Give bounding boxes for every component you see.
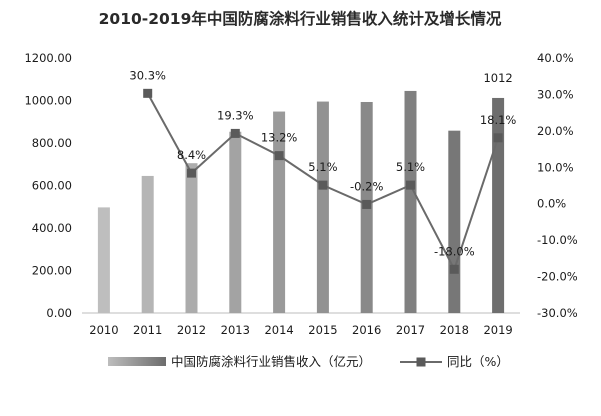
line-data-label: -18.0% [434,244,475,258]
legend-bar-swatch [108,357,166,366]
line-data-label: -0.2% [350,179,383,193]
line-marker [187,168,196,178]
x-tick-label: 2013 [221,323,250,337]
bar [316,101,329,313]
bar [97,207,110,313]
y-left-tick-label: 0.00 [46,306,72,320]
x-tick-label: 2010 [89,323,118,337]
line-data-label: 19.3% [217,108,254,122]
line-data-label: 30.3% [129,68,166,82]
y-right-tick-label: 0.0% [537,197,566,211]
line-marker [274,151,284,161]
y-right-tick-label: 10.0% [537,160,574,174]
y-right-tick-label: -20.0% [537,270,578,284]
line-data-label: 5.1% [396,160,425,174]
y-right-tick-label: -10.0% [537,233,578,247]
legend-line-label: 同比（%） [447,354,509,369]
legend-bar-label: 中国防腐涂料行业销售收入（亿元） [171,354,371,369]
bar [229,131,242,313]
line-marker [449,264,459,274]
line-data-label: 5.1% [308,160,337,174]
line-marker [406,180,415,190]
y-left-tick-label: 800.00 [32,136,72,150]
line-data-label: 8.4% [177,148,206,162]
bar [141,175,154,313]
x-tick-label: 2015 [308,323,337,337]
x-tick-label: 2018 [440,323,469,337]
line-marker [493,133,503,143]
bar [185,163,198,313]
bar [448,130,461,313]
y-right-tick-label: -30.0% [537,306,578,320]
line-data-label: 18.1% [480,113,517,127]
x-tick-label: 2019 [483,323,512,337]
y-left-tick-label: 1000.00 [24,94,72,108]
legend-line-marker [416,357,426,367]
x-tick-label: 2014 [264,323,293,337]
y-left-tick-label: 200.00 [32,264,72,278]
chart-title: 2010-2019年中国防腐涂料行业销售收入统计及增长情况 [99,9,502,28]
line-data-label: 13.2% [261,131,298,145]
line-marker [362,199,372,209]
bar [492,97,505,313]
line-marker [230,128,240,138]
bar [273,111,286,313]
x-tick-label: 2011 [133,323,162,337]
plot-area: 0.00 200.00 400.00 600.00 800.00 1000.00 1200.… [24,51,577,337]
x-tick-label: 2017 [396,323,425,337]
y-left-tick-label: 400.00 [32,221,72,235]
legend: 中国防腐涂料行业销售收入（亿元） 同比（%） [108,354,509,369]
bar [404,90,417,313]
y-right-tick-label: 30.0% [537,87,574,101]
y-right-tick-label: 40.0% [537,51,574,65]
x-tick-label: 2016 [352,323,381,337]
y-left-tick-label: 600.00 [32,179,72,193]
y-left-tick-label: 1200.00 [24,51,72,65]
y-right-tick-label: 20.0% [537,124,574,138]
x-tick-label: 2012 [177,323,206,337]
line-marker [318,180,328,190]
line-marker [143,88,153,98]
bar-data-label: 1012 [483,71,512,85]
